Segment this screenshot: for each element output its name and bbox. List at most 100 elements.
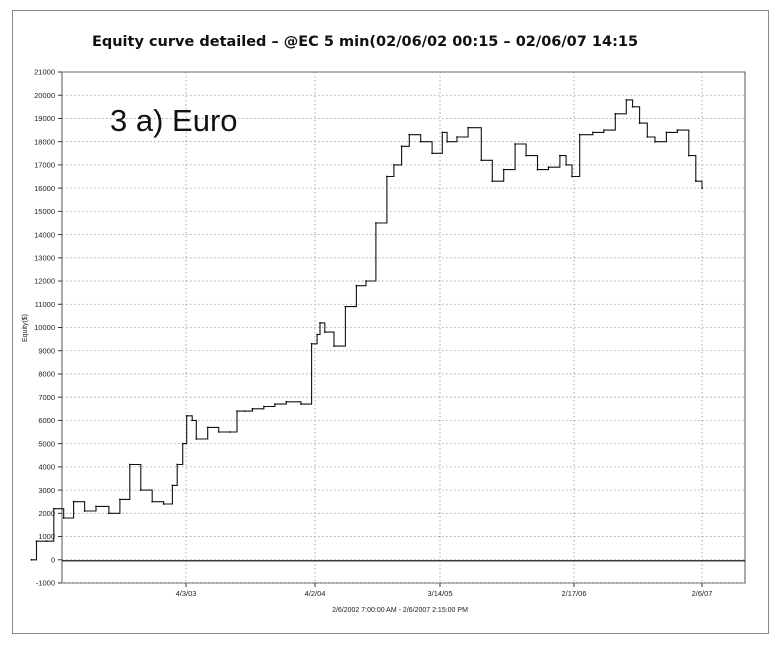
- y-tick-label: 16000: [34, 184, 55, 193]
- y-tick-label: 8000: [38, 370, 55, 379]
- figure-frame: [12, 10, 769, 634]
- data-point: [625, 99, 628, 101]
- data-point: [638, 122, 641, 124]
- data-point: [316, 333, 318, 336]
- data-point: [243, 410, 246, 412]
- panel-label: 3 a) Euro: [110, 103, 238, 138]
- data-point: [646, 136, 649, 138]
- data-point: [565, 164, 567, 166]
- data-point: [654, 140, 656, 143]
- data-point: [547, 166, 550, 169]
- data-point: [431, 152, 433, 155]
- y-tick-label: 7000: [38, 393, 55, 402]
- data-point: [559, 154, 561, 157]
- data-point: [274, 403, 276, 405]
- data-point: [45, 540, 48, 543]
- data-point: [323, 331, 326, 333]
- data-point: [525, 154, 527, 157]
- data-point: [393, 164, 395, 166]
- data-point: [694, 180, 697, 183]
- data-point: [128, 463, 131, 466]
- x-tick-label: 2/17/06: [561, 589, 586, 598]
- x-axis: 4/3/03 4/2/04 3/14/05 2/17/06 2/6/07: [176, 583, 712, 598]
- data-point: [355, 284, 358, 287]
- data-point: [676, 129, 679, 132]
- data-point: [300, 403, 302, 405]
- y-tick-label: 13000: [34, 254, 55, 263]
- data-point: [83, 510, 86, 512]
- data-point: [467, 126, 469, 129]
- data-point: [365, 280, 367, 282]
- x-tick-label: 4/3/03: [176, 589, 197, 598]
- data-point: [592, 131, 594, 134]
- data-point: [185, 414, 188, 417]
- data-point: [491, 180, 494, 183]
- x-axis-label: 2/6/2002 7:00:00 AM - 2/6/2007 2:15:00 P…: [332, 607, 468, 614]
- data-point: [176, 463, 179, 466]
- data-point: [236, 410, 238, 412]
- data-point: [441, 131, 444, 134]
- data-point: [195, 438, 198, 440]
- y-tick-label: 10000: [34, 323, 55, 332]
- series-group: [30, 99, 703, 561]
- chart-title: Equity curve detailed – @EC 5 min(02/06/…: [91, 34, 639, 50]
- data-point: [251, 407, 254, 410]
- x-tick-label: 4/2/04: [305, 589, 326, 598]
- data-point: [408, 133, 411, 136]
- data-point: [229, 431, 232, 433]
- gridlines: [62, 71, 745, 584]
- x-tick-label: 3/14/05: [427, 589, 452, 598]
- data-point: [701, 187, 703, 190]
- y-tick-label: 1000: [38, 532, 55, 541]
- data-point: [139, 489, 142, 491]
- equity-line: [31, 99, 703, 561]
- data-point: [386, 175, 388, 178]
- data-point: [263, 405, 265, 408]
- data-point: [502, 168, 505, 171]
- data-point: [333, 345, 335, 347]
- data-point: [191, 419, 194, 422]
- data-point: [631, 105, 634, 108]
- data-point: [514, 143, 516, 145]
- data-point: [72, 500, 75, 503]
- data-point: [30, 558, 33, 561]
- data-point: [456, 136, 458, 138]
- data-point: [536, 168, 539, 171]
- y-tick-label: 12000: [34, 277, 55, 286]
- data-point: [181, 442, 184, 445]
- data-point: [217, 431, 220, 433]
- data-point: [108, 512, 110, 515]
- y-tick-label: -1000: [36, 579, 55, 588]
- y-tick-label: 9000: [38, 346, 55, 355]
- data-point: [95, 505, 97, 508]
- data-point: [285, 400, 288, 403]
- data-point: [119, 498, 121, 501]
- data-point: [319, 322, 321, 324]
- data-point: [310, 342, 313, 345]
- y-tick-label: 17000: [34, 161, 55, 170]
- y-tick-label: 0: [51, 555, 55, 564]
- y-axis: -1000 0 1000 2000 3000 4000 5000 6000 7000 8000 90…: [34, 68, 62, 588]
- data-point: [614, 112, 617, 115]
- data-point: [171, 484, 174, 487]
- data-point: [52, 507, 55, 510]
- data-point: [35, 540, 38, 543]
- data-point: [162, 503, 165, 505]
- y-tick-label: 6000: [38, 416, 55, 425]
- y-tick-label: 2000: [38, 509, 55, 518]
- data-point: [62, 517, 65, 519]
- y-tick-label: 18000: [34, 137, 55, 146]
- y-tick-label: 4000: [38, 463, 55, 472]
- y-tick-label: 5000: [38, 439, 55, 448]
- data-point: [571, 175, 573, 178]
- data-point: [603, 129, 605, 132]
- y-tick-label: 20000: [34, 91, 55, 100]
- data-point: [419, 140, 422, 143]
- y-tick-label: 21000: [34, 68, 55, 77]
- y-tick-label: 15000: [34, 207, 55, 216]
- y-tick-label: 11000: [35, 300, 55, 309]
- data-point: [480, 159, 483, 162]
- data-point: [446, 140, 448, 143]
- y-tick-label: 3000: [38, 486, 55, 495]
